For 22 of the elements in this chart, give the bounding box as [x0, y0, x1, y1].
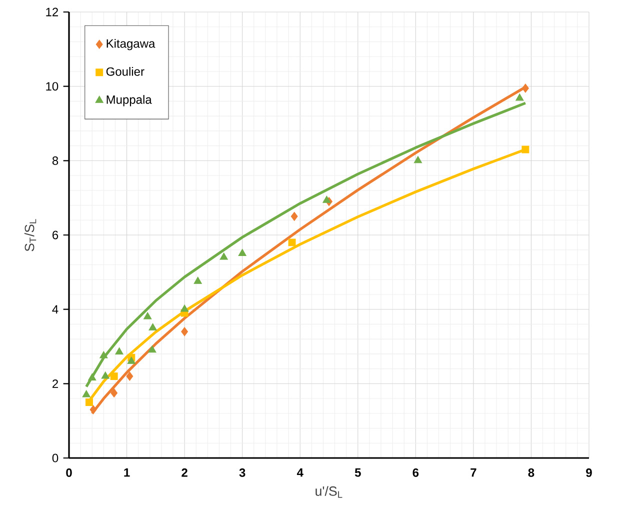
- x-tick-label: 6: [412, 468, 419, 477]
- y-tick-label: 0: [52, 454, 58, 462]
- x-tick-label: 3: [239, 468, 246, 477]
- y-tick-label: 2: [52, 379, 58, 388]
- x-tick-label: 9: [586, 468, 592, 477]
- x-tick-label: 5: [354, 468, 361, 477]
- y-tick-label: 12: [46, 8, 58, 16]
- legend-label: Muppala: [106, 95, 152, 106]
- x-tick-label: 7: [470, 468, 476, 477]
- y-tick-label: 10: [46, 82, 58, 91]
- x-tick-label: 4: [296, 468, 304, 477]
- x-axis-title: u'/S$_{L}$: [316, 486, 342, 498]
- y-axis-title: S$_{T}$/S$_{L}$: [24, 219, 36, 252]
- x-tick-label: 1: [124, 468, 130, 477]
- x-tick-label: 8: [528, 468, 534, 477]
- x-tick-label: 2: [182, 468, 188, 477]
- x-tick-label: 0: [66, 468, 72, 477]
- y-tick-label: 6: [52, 230, 58, 240]
- y-tick-label: 4: [52, 305, 58, 314]
- legend-label: Kitagawa: [106, 38, 156, 50]
- y-tick-label: 8: [52, 156, 58, 165]
- legend-label: Goulier: [106, 67, 144, 76]
